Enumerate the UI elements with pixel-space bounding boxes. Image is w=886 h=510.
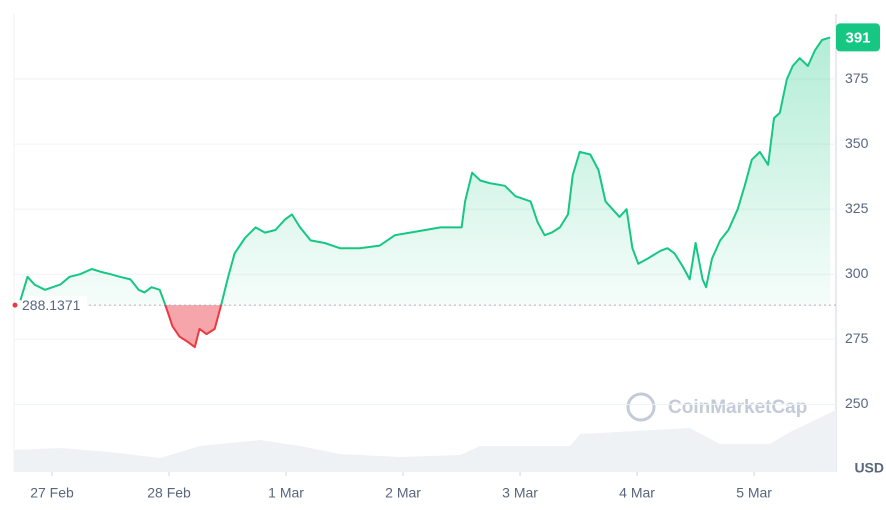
y-tick-label: 375	[845, 70, 869, 86]
x-tick-label: 27 Feb	[30, 485, 74, 501]
y-tick-label: 350	[845, 135, 869, 151]
x-tick-label: 1 Mar	[268, 485, 304, 501]
watermark: CoinMarketCap	[626, 392, 807, 422]
baseline-marker	[12, 302, 18, 308]
y-tick-label: 250	[845, 395, 869, 411]
current-price-badge	[836, 23, 880, 52]
x-tick-label: 3 Mar	[502, 485, 538, 501]
watermark-logo	[626, 392, 656, 422]
current-price-label: 391	[845, 29, 870, 46]
price-line	[19, 36, 831, 349]
x-tick-label: 28 Feb	[147, 485, 191, 501]
watermark-text: CoinMarketCap	[668, 397, 807, 418]
x-tick-label: 2 Mar	[385, 485, 421, 501]
x-tick-label: 5 Mar	[736, 485, 772, 501]
baseline-label-bg	[19, 296, 87, 315]
y-tick-label: 275	[845, 330, 869, 346]
unit-label: USD	[854, 460, 884, 476]
y-tick-label: 325	[845, 200, 869, 216]
price-area	[20, 37, 831, 348]
x-tick-label: 4 Mar	[619, 485, 655, 501]
baseline-label: 288.1371	[22, 297, 81, 313]
volume-area	[14, 410, 836, 472]
y-tick-label: 300	[845, 265, 869, 281]
